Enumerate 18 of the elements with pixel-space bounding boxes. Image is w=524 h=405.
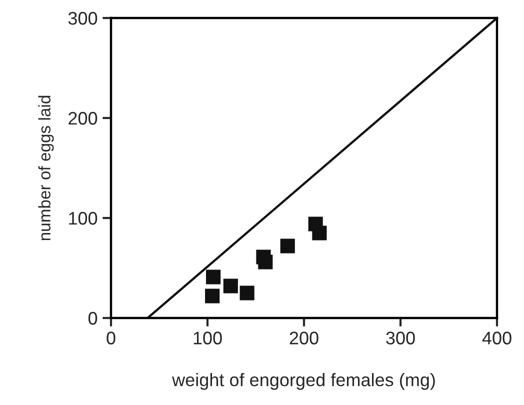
point <box>312 226 327 240</box>
y-tick-label: 0 <box>88 312 98 325</box>
x-tick-label: 300 <box>386 332 415 344</box>
x-tick-label: 100 <box>194 332 222 344</box>
x-axis-title: weight of engorged females (mg) <box>172 373 435 390</box>
x-tick-label: 400 <box>482 332 512 344</box>
point <box>240 286 254 300</box>
y-tick-label: 100 <box>69 212 98 225</box>
x-tick-label: 0 <box>106 332 116 344</box>
y-tick-label: 200 <box>68 112 98 125</box>
point <box>206 270 221 284</box>
point <box>280 238 295 254</box>
y-axis-title: number of eggs laid <box>38 96 54 240</box>
x-tick-label: 200 <box>290 332 318 344</box>
y-tick-label: 300 <box>68 12 98 25</box>
point <box>205 288 220 304</box>
point <box>258 254 273 270</box>
point <box>223 278 238 294</box>
